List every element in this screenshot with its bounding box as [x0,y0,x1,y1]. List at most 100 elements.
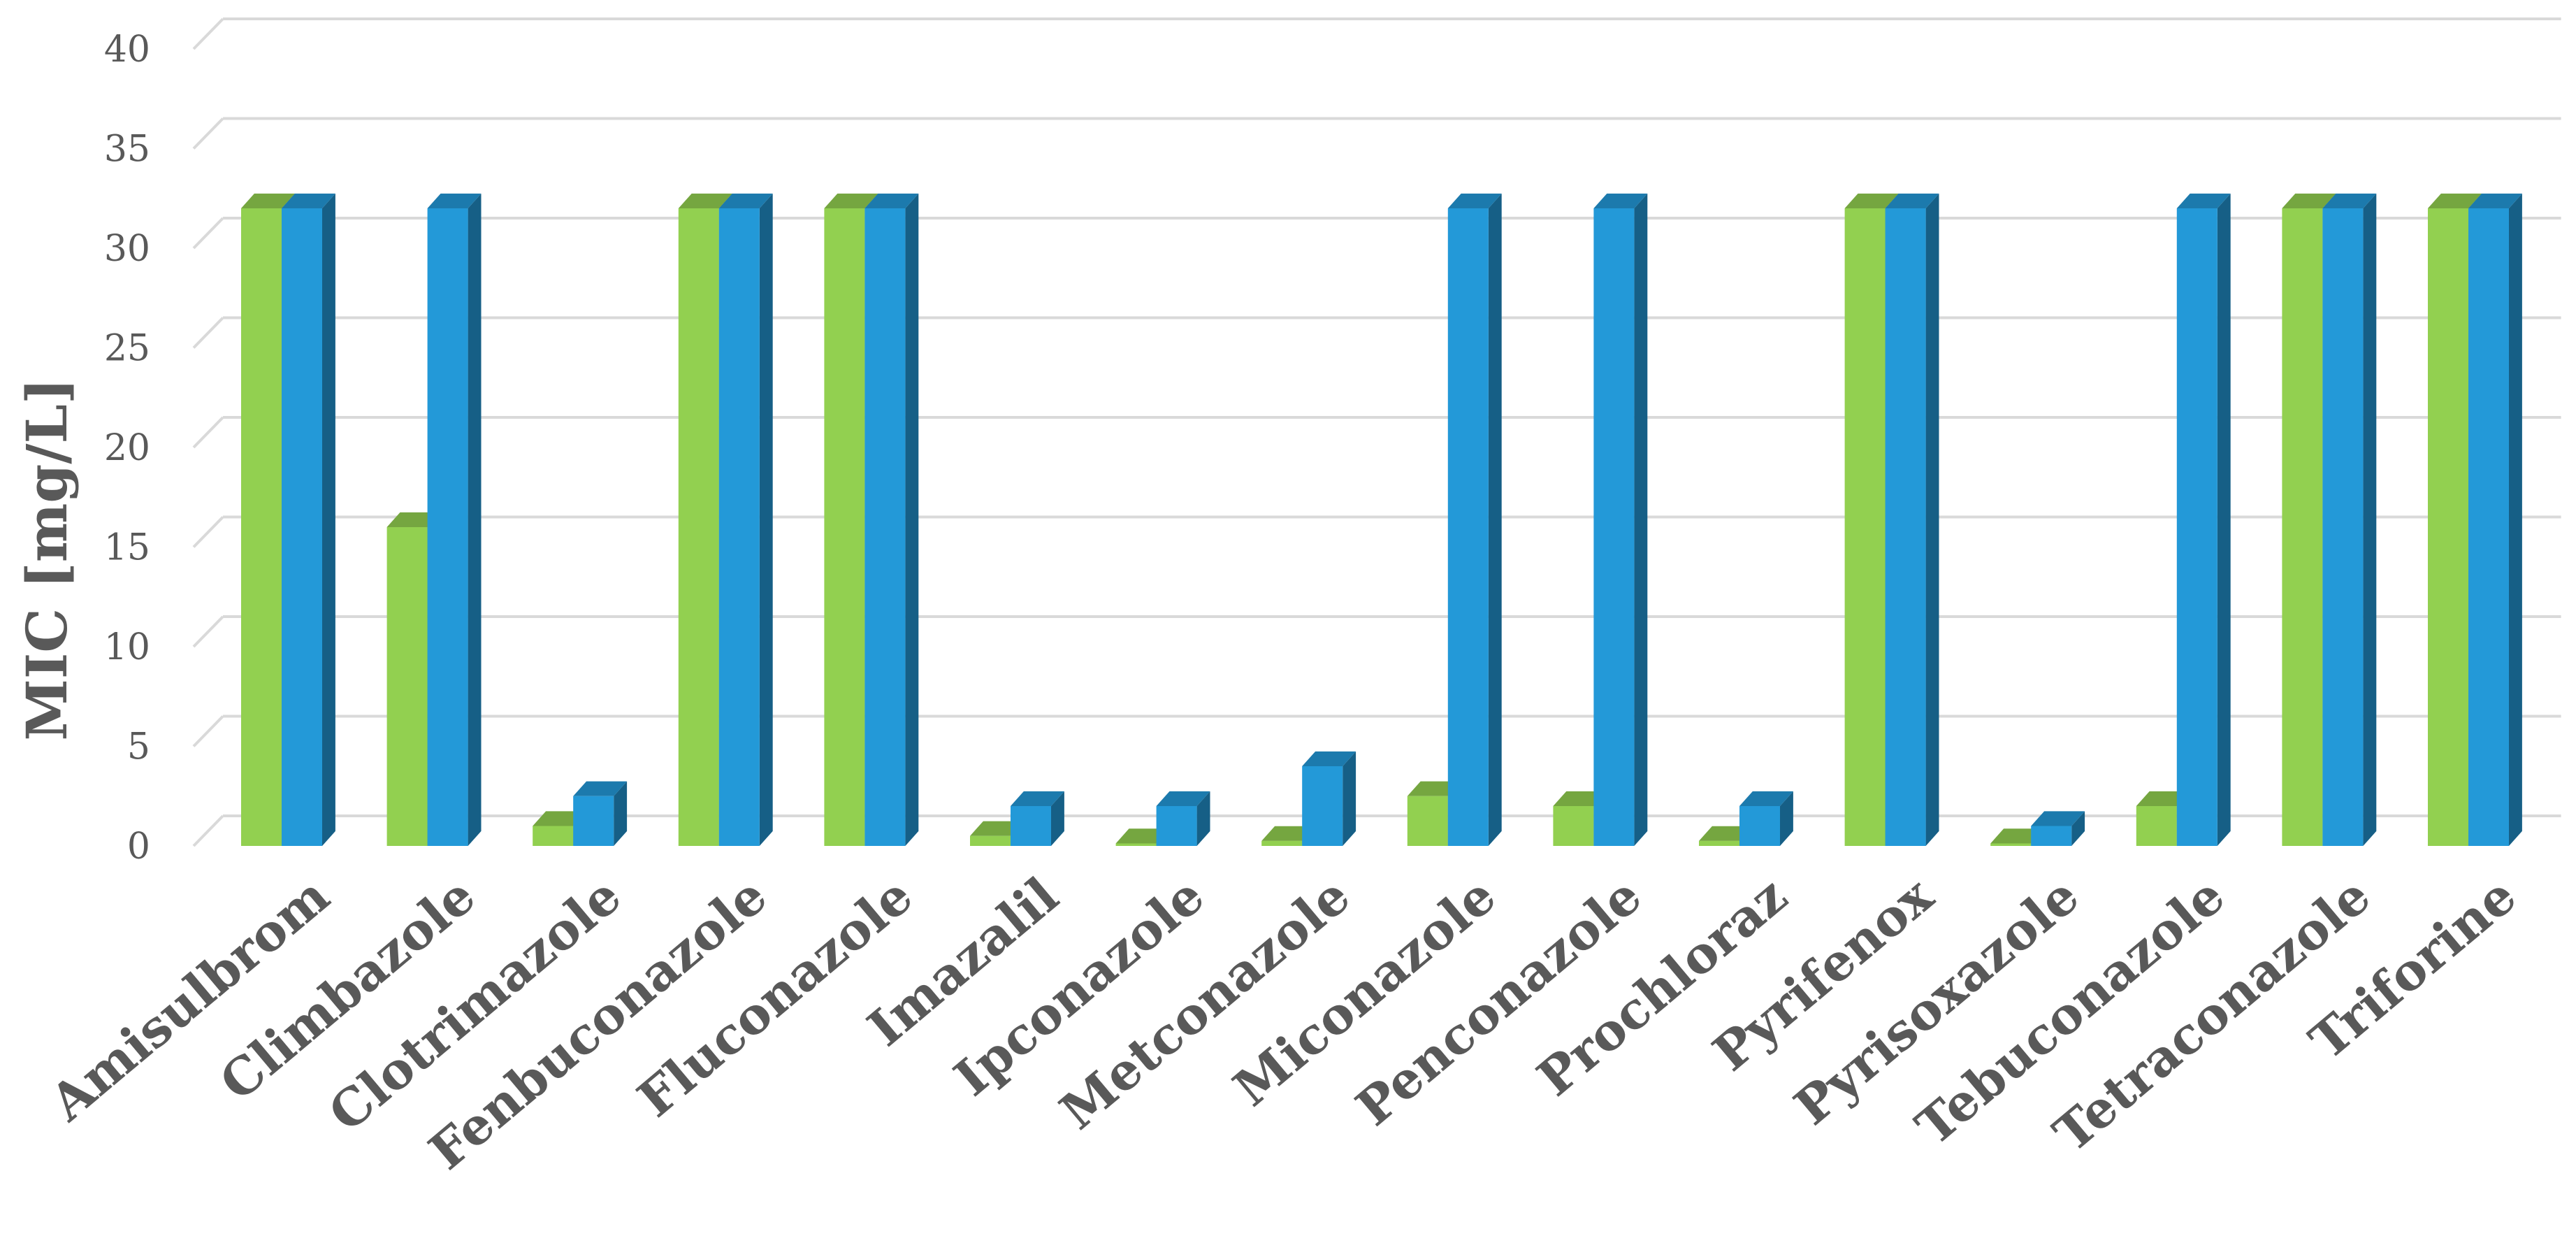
bar-top [386,512,441,527]
bar [864,193,919,847]
bar-side [2509,193,2522,847]
y-axis-ticks: 0 5 10 15 20 25 30 35 40 [104,29,150,868]
bar [2031,811,2085,846]
bar [1011,791,1064,846]
bar-front [1447,208,1489,846]
bar-top [1302,751,1356,766]
bar-side [1196,791,1210,846]
bar-top [1553,791,1607,806]
bar-top [1407,781,1461,796]
bar-front [427,208,468,846]
bar [2468,193,2522,847]
bar-side [2071,811,2085,846]
bar-front [970,835,1011,846]
bar-top [1885,193,1939,208]
bar-front [718,208,760,846]
bar-side [1925,193,1939,847]
bar-front [241,208,282,846]
bar-front [1885,208,1926,846]
bar-front [1011,806,1051,846]
bar-front [864,208,906,846]
bar-top [1739,791,1793,806]
bar-top [970,821,1024,836]
bar-top [241,193,295,208]
bar-side [1343,751,1356,846]
bar-top [1261,826,1316,841]
bar-top [533,811,587,826]
bar-front [824,208,865,846]
y-tick-label: 40 [104,29,150,71]
bar-top [718,193,773,208]
bar-top [1844,193,1899,208]
bar-front [1990,843,2032,846]
bar-front [2428,208,2468,846]
bar [573,781,628,846]
bar [1885,193,1939,847]
bar-front [282,208,322,846]
bar-side [468,193,482,847]
bar [282,193,335,847]
bar-top [2136,791,2190,806]
bar-front [533,826,574,846]
bar-front [2136,806,2177,846]
gridline-depth [192,17,224,50]
bar-front [1553,806,1594,846]
bar-front [573,796,614,846]
bar-top [1011,791,1064,806]
bar [1739,791,1793,846]
x-axis-labels: AmisulbromClimbazoleClotrimazoleFenbucon… [38,865,2527,1181]
gridline-depth [192,317,224,349]
bar-top [678,193,732,208]
bar-front [2468,208,2509,846]
bar-side [1488,193,1502,847]
bar-front [1844,208,1886,846]
bar-top [824,193,878,208]
bar-top [427,193,482,208]
bar-side [2217,193,2231,847]
bar-top [1115,828,1170,844]
bar-front [678,208,719,846]
gridline-depth [192,117,224,150]
y-tick-label: 30 [104,228,150,270]
y-tick-label: 15 [104,527,150,569]
bar-top [1447,193,1502,208]
bar-top [1699,826,1753,841]
gridline-depth [192,516,224,548]
bar [1156,791,1210,846]
bar-top [864,193,919,208]
bar-side [2363,193,2377,847]
bar-side [1051,791,1064,846]
bar-front [1699,840,1739,846]
gridlines [192,17,2561,847]
bar [2176,193,2231,847]
bar-front [2031,826,2072,846]
bar [1447,193,1502,847]
bar-top [2176,193,2231,208]
bar [718,193,773,847]
bar-front [1261,840,1303,846]
y-tick-label: 35 [104,129,150,171]
bar-side [1780,791,1793,846]
gridline-depth [192,814,224,847]
gridline-depth [192,615,224,648]
bar-side [614,781,628,846]
bar [2322,193,2377,847]
gridline-depth [192,715,224,747]
gridline-depth [192,416,224,449]
bar-front [2176,208,2217,846]
bar-front [1739,806,1780,846]
bar-top [1156,791,1210,806]
y-tick-label: 20 [104,427,150,469]
bar-front [1115,843,1157,846]
y-tick-label: 0 [127,826,150,868]
bar-front [1593,208,1635,846]
bar-top [573,781,628,796]
bar-top [2428,193,2482,208]
y-tick-label: 25 [104,328,150,370]
bar-front [2322,208,2364,846]
bar-side [322,193,335,847]
y-tick-label: 10 [104,626,150,668]
bar-top [282,193,335,208]
bar-top [1593,193,1648,208]
